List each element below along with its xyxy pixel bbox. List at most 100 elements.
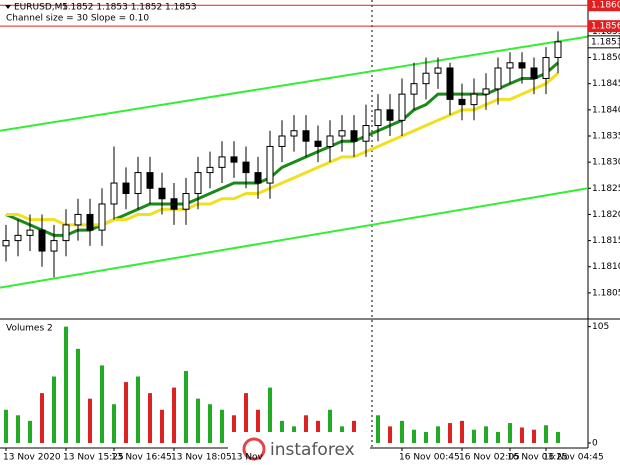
volume-bar xyxy=(148,393,152,443)
volume-bar xyxy=(124,382,128,443)
channel-line xyxy=(0,35,589,132)
volume-bar xyxy=(100,365,104,443)
moving-average xyxy=(5,61,559,237)
volume-bar xyxy=(28,420,32,443)
candle-body xyxy=(314,140,322,147)
volume-bar xyxy=(112,404,116,443)
y-tick-label: 1.1835 xyxy=(592,131,620,141)
volume-bar xyxy=(64,326,68,443)
level-label: 1.1860 xyxy=(591,1,620,11)
candle-body xyxy=(2,240,10,247)
y-tick-label: 1.1840 xyxy=(592,105,620,115)
candle-body xyxy=(290,130,298,137)
candle-body xyxy=(410,83,418,95)
candle-body xyxy=(494,67,502,90)
volume-bar xyxy=(328,409,332,443)
volume-bar xyxy=(88,398,92,443)
volume-bar xyxy=(220,409,224,443)
candle-body xyxy=(86,213,94,231)
candle-body xyxy=(266,145,274,184)
last-price-tag xyxy=(587,35,620,49)
volume-bar xyxy=(400,420,404,443)
volume-bar xyxy=(268,387,272,443)
x-tick-label: 13 Nov xyxy=(231,453,264,463)
candle-body xyxy=(398,93,406,121)
candle-body xyxy=(530,67,538,79)
watermark: instaforex xyxy=(228,432,370,465)
candle-body xyxy=(326,135,334,147)
volume-bar xyxy=(52,376,56,443)
x-tick-label: 16 Nov 03:25 xyxy=(507,453,568,463)
volume-bar xyxy=(508,423,512,443)
volume-bar xyxy=(316,420,320,443)
candle-body xyxy=(542,57,550,79)
volume-bar xyxy=(4,409,8,443)
candle-body xyxy=(110,182,118,205)
level-label: 1.1856 xyxy=(591,22,620,32)
volume-bar xyxy=(412,429,416,443)
volume-bar xyxy=(376,415,380,443)
volume-bar xyxy=(460,420,464,443)
candle-body xyxy=(446,67,454,100)
candle-body xyxy=(62,224,70,242)
level-tag xyxy=(588,0,620,12)
x-tick-label: 16 Nov 00:45 xyxy=(399,453,460,463)
volume-bar xyxy=(196,398,200,443)
candle-body xyxy=(470,93,478,106)
volume-bar xyxy=(256,409,260,443)
volume-bar xyxy=(484,426,488,443)
x-tick-label: 13 Nov 18:05 xyxy=(171,453,232,463)
volume-bar xyxy=(16,415,20,443)
volume-bar xyxy=(160,409,164,443)
y-tick-label: 1.1845 xyxy=(592,79,620,89)
candle-body xyxy=(194,172,202,195)
y-tick-label: 1.1810 xyxy=(592,262,620,272)
volume-bar xyxy=(172,387,176,443)
candle-body xyxy=(362,125,370,142)
x-tick-label: 16 Nov 02:05 xyxy=(459,453,520,463)
candle-body xyxy=(206,166,214,174)
last-price-label: 1.1853 xyxy=(591,37,620,47)
x-tick-label: 13 Nov 2020 xyxy=(3,453,61,463)
x-tick-label: 13 Nov 16:45 xyxy=(111,453,172,463)
volume-bar xyxy=(244,393,248,443)
volume-bar xyxy=(232,415,236,443)
volume-bar xyxy=(304,415,308,443)
volume-bar xyxy=(472,429,476,443)
candle-body xyxy=(350,130,358,142)
candle-body xyxy=(482,88,490,95)
level-tag xyxy=(588,20,620,33)
watermark-text: instaforex xyxy=(270,440,355,460)
candle-body xyxy=(434,67,442,74)
volume-bar xyxy=(448,423,452,443)
volume-bar xyxy=(208,404,212,443)
candle-body xyxy=(422,72,430,85)
candle-body xyxy=(458,98,466,106)
volume-bar xyxy=(280,420,284,443)
y-tick-label: 1.1805 xyxy=(592,288,620,298)
candle-body xyxy=(182,193,190,210)
volume-bar xyxy=(496,431,500,443)
volume-bar xyxy=(424,431,428,443)
volume-bar xyxy=(184,370,188,443)
volume-bar xyxy=(544,425,548,443)
candle-body xyxy=(302,130,310,142)
watermark-logo xyxy=(242,437,266,461)
y-tick-label: 1.1830 xyxy=(592,158,620,168)
candle-body xyxy=(38,229,46,252)
moving-average xyxy=(6,72,559,227)
y-tick-label: 1.1825 xyxy=(592,184,620,194)
volume-bar xyxy=(520,427,524,443)
candle-body xyxy=(506,62,514,69)
volume-bar xyxy=(136,376,140,443)
symbol-title: EURUSD,M5 xyxy=(14,3,68,13)
quote: 1.1852 1.1853 1.1852 1.1853 xyxy=(62,3,197,13)
volume-bar xyxy=(556,431,560,443)
candle-body xyxy=(254,172,262,184)
candle-body xyxy=(386,109,394,121)
volume-bar xyxy=(76,348,80,443)
x-tick-label: 13 Nov 15:25 xyxy=(63,453,124,463)
candle-body xyxy=(554,41,562,59)
marks xyxy=(0,4,591,451)
